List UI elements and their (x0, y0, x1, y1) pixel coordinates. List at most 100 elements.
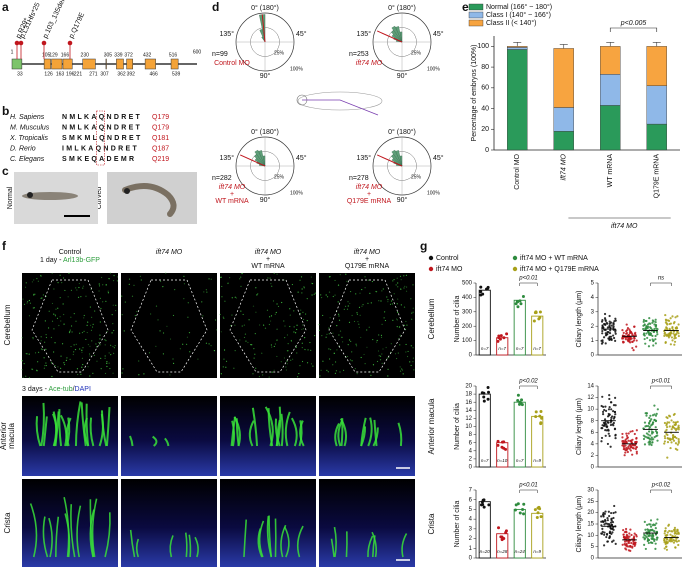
signal (78, 286, 80, 289)
signal (121, 295, 123, 297)
signal (358, 323, 360, 325)
signal (73, 313, 75, 315)
signal (62, 303, 64, 305)
signal (223, 358, 225, 360)
signal (334, 279, 336, 282)
y-tick-label: 6 (469, 440, 473, 446)
dot (522, 502, 526, 506)
signal (112, 304, 114, 306)
signal (78, 282, 80, 285)
signal (186, 336, 189, 338)
dot (675, 427, 679, 430)
dot (671, 434, 675, 437)
cilium (248, 420, 255, 447)
signal (113, 329, 115, 332)
signal (108, 352, 110, 354)
signal (57, 281, 59, 284)
dot (643, 421, 647, 424)
signal (51, 320, 54, 322)
signal (300, 276, 303, 278)
dot (668, 425, 671, 428)
cilium (283, 526, 290, 558)
signal (32, 338, 34, 340)
dot (612, 334, 615, 337)
dot (633, 532, 636, 535)
signal (69, 358, 71, 361)
signal (69, 329, 71, 331)
residue-number: 129 (49, 52, 58, 58)
stain-label: 1 day - Arl13b-GFP (40, 257, 100, 264)
signal (90, 329, 93, 332)
signal (83, 314, 85, 317)
dot (627, 432, 630, 435)
dot (601, 341, 604, 344)
dot (674, 333, 677, 336)
residue-number: 362 (117, 71, 126, 77)
signal (369, 292, 371, 294)
bar (531, 315, 544, 356)
domain-box (126, 58, 134, 70)
signal (361, 288, 363, 291)
signal (253, 348, 255, 350)
dot (635, 339, 638, 342)
signal (31, 368, 33, 370)
dot (631, 438, 634, 441)
signal (239, 339, 241, 341)
dot (669, 334, 672, 337)
signal (295, 332, 297, 334)
signal (361, 305, 363, 307)
signal (289, 314, 291, 316)
y-tick-label: 400 (462, 295, 473, 301)
signal (201, 301, 203, 303)
residue-number: 305 (104, 52, 113, 58)
dot (606, 516, 609, 520)
signal (291, 283, 293, 286)
dot (651, 321, 654, 324)
signal (68, 272, 70, 274)
dot (649, 414, 652, 417)
dot (648, 416, 651, 419)
dot (498, 337, 502, 341)
signal (366, 346, 368, 348)
signal (40, 336, 42, 338)
signal (387, 301, 389, 303)
fish-eye (27, 192, 33, 198)
dot (677, 332, 680, 335)
signal (43, 357, 45, 359)
signal (313, 293, 315, 295)
dot (610, 532, 613, 535)
signal (70, 289, 73, 291)
signal (247, 341, 249, 344)
signal (70, 316, 72, 318)
cilium (152, 435, 158, 447)
dot (600, 440, 603, 443)
dot (624, 338, 627, 341)
micrograph (319, 273, 415, 378)
dot (672, 332, 675, 335)
signal (34, 352, 37, 354)
condition-label: + (230, 191, 234, 198)
signal (397, 352, 399, 354)
p-value: p<0.02 (518, 379, 538, 385)
dot (630, 541, 633, 545)
legend-marker (428, 266, 434, 272)
signal (174, 289, 176, 291)
signal (404, 285, 406, 287)
dot (664, 341, 667, 345)
y-tick-label: 30 (587, 488, 594, 494)
bar (531, 415, 544, 468)
signal (98, 290, 100, 292)
signal (321, 335, 323, 337)
dot (677, 323, 680, 326)
signal (139, 275, 141, 278)
dot (611, 521, 615, 524)
signal (257, 293, 259, 295)
residue: Q179 (152, 124, 169, 131)
dot (603, 312, 607, 316)
dot (625, 531, 628, 534)
bar-segment (600, 105, 621, 151)
y-axis-title: Number of cilia (454, 403, 461, 450)
dot (634, 440, 637, 444)
signal (134, 314, 136, 317)
signal (255, 311, 257, 313)
